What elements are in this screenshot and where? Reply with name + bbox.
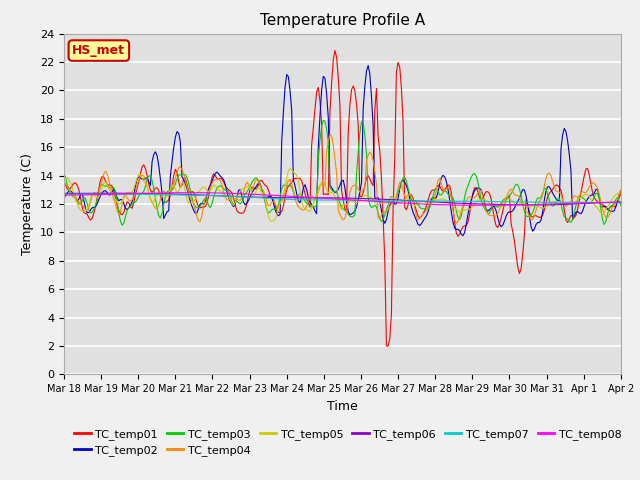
TC_temp05: [227, 197, 234, 203]
TC_temp08: [525, 202, 533, 207]
TC_temp06: [228, 193, 236, 199]
TC_temp02: [459, 233, 467, 239]
TC_temp05: [376, 201, 383, 207]
TC_temp02: [227, 198, 234, 204]
TC_temp04: [227, 195, 234, 201]
TC_temp05: [183, 196, 191, 202]
TC_temp05: [60, 179, 68, 184]
TC_temp07: [60, 191, 68, 197]
TC_temp05: [67, 180, 74, 186]
TC_temp03: [319, 118, 327, 123]
TC_temp08: [374, 199, 382, 204]
TC_temp04: [183, 184, 191, 190]
Line: TC_temp06: TC_temp06: [64, 193, 621, 205]
TC_temp03: [60, 170, 68, 176]
TC_temp01: [374, 134, 382, 140]
TC_temp01: [331, 48, 339, 53]
TC_temp05: [268, 218, 276, 224]
TC_temp01: [519, 251, 527, 257]
TC_temp04: [617, 187, 625, 193]
TC_temp06: [532, 202, 540, 208]
TC_temp08: [186, 190, 194, 195]
TC_temp05: [525, 204, 533, 210]
TC_temp07: [67, 191, 74, 197]
TC_temp01: [383, 343, 390, 349]
TC_temp07: [372, 198, 380, 204]
X-axis label: Time: Time: [327, 400, 358, 413]
TC_temp06: [60, 191, 68, 196]
TC_temp02: [364, 62, 372, 68]
Line: TC_temp07: TC_temp07: [64, 194, 621, 203]
TC_temp01: [183, 181, 191, 187]
TC_temp04: [67, 190, 74, 195]
TC_temp05: [617, 191, 625, 196]
TC_temp07: [183, 192, 191, 198]
TC_temp03: [118, 222, 126, 228]
TC_temp06: [524, 202, 532, 208]
TC_temp04: [326, 132, 334, 137]
TC_temp08: [617, 200, 625, 205]
TC_temp04: [60, 182, 68, 188]
TC_temp06: [110, 191, 118, 196]
Legend: TC_temp01, TC_temp02, TC_temp03, TC_temp04, TC_temp05, TC_temp06, TC_temp07, TC_: TC_temp01, TC_temp02, TC_temp03, TC_temp…: [70, 424, 626, 460]
TC_temp03: [525, 213, 533, 219]
TC_temp04: [374, 215, 382, 221]
TC_temp08: [228, 191, 236, 196]
TC_temp05: [519, 200, 527, 206]
TC_temp02: [525, 213, 533, 219]
TC_temp04: [452, 220, 460, 226]
TC_temp01: [60, 179, 68, 185]
TC_temp08: [67, 192, 74, 198]
TC_temp01: [67, 185, 74, 191]
TC_temp05: [286, 166, 294, 171]
TC_temp02: [183, 186, 191, 192]
TC_temp03: [519, 201, 527, 207]
TC_temp01: [227, 188, 234, 194]
TC_temp02: [617, 188, 625, 193]
Line: TC_temp03: TC_temp03: [64, 120, 621, 225]
TC_temp02: [67, 188, 74, 194]
TC_temp04: [519, 203, 527, 209]
Title: Temperature Profile A: Temperature Profile A: [260, 13, 425, 28]
TC_temp08: [183, 190, 191, 195]
TC_temp07: [617, 200, 625, 206]
TC_temp01: [525, 209, 533, 215]
TC_temp02: [60, 195, 68, 201]
TC_temp02: [519, 187, 527, 192]
TC_temp03: [617, 203, 625, 208]
Line: TC_temp02: TC_temp02: [64, 65, 621, 236]
TC_temp06: [517, 202, 525, 208]
Line: TC_temp01: TC_temp01: [64, 50, 621, 346]
TC_temp06: [374, 196, 382, 202]
TC_temp06: [185, 192, 193, 197]
Y-axis label: Temperature (C): Temperature (C): [22, 153, 35, 255]
TC_temp02: [374, 195, 382, 201]
TC_temp07: [516, 199, 524, 205]
TC_temp07: [522, 199, 530, 205]
Line: TC_temp04: TC_temp04: [64, 134, 621, 223]
TC_temp08: [519, 202, 527, 208]
TC_temp06: [67, 191, 74, 196]
TC_temp08: [60, 192, 68, 198]
TC_temp07: [227, 193, 234, 199]
TC_temp04: [525, 213, 533, 219]
Line: TC_temp08: TC_temp08: [64, 192, 621, 205]
TC_temp01: [617, 191, 625, 196]
Text: HS_met: HS_met: [72, 44, 125, 57]
Line: TC_temp05: TC_temp05: [64, 168, 621, 221]
TC_temp06: [617, 199, 625, 205]
TC_temp03: [228, 199, 236, 205]
TC_temp08: [477, 203, 485, 208]
TC_temp03: [185, 180, 193, 186]
TC_temp03: [376, 216, 383, 222]
TC_temp03: [67, 190, 74, 196]
